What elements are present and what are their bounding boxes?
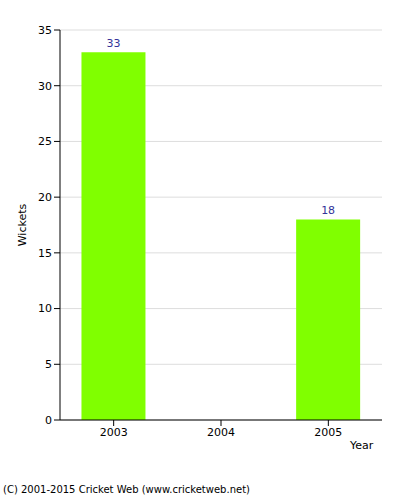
svg-text:10: 10 (38, 302, 52, 315)
svg-text:18: 18 (321, 204, 335, 217)
svg-text:Wickets: Wickets (16, 203, 29, 246)
svg-text:30: 30 (38, 80, 52, 93)
svg-text:15: 15 (38, 247, 52, 260)
svg-text:25: 25 (38, 135, 52, 148)
svg-text:5: 5 (45, 358, 52, 371)
svg-text:2005: 2005 (314, 426, 342, 439)
svg-text:20: 20 (38, 191, 52, 204)
svg-text:2003: 2003 (100, 426, 128, 439)
svg-text:2004: 2004 (207, 426, 235, 439)
html-text:Year: Year (350, 439, 374, 452)
html-text:(C) 2001-2015 Cricket Web (www: (C) 2001-2015 Cricket Web (www.cricketwe… (3, 484, 250, 495)
svg-text:35: 35 (38, 24, 52, 37)
svg-text:33: 33 (106, 37, 120, 50)
svg-text:0: 0 (45, 414, 52, 427)
